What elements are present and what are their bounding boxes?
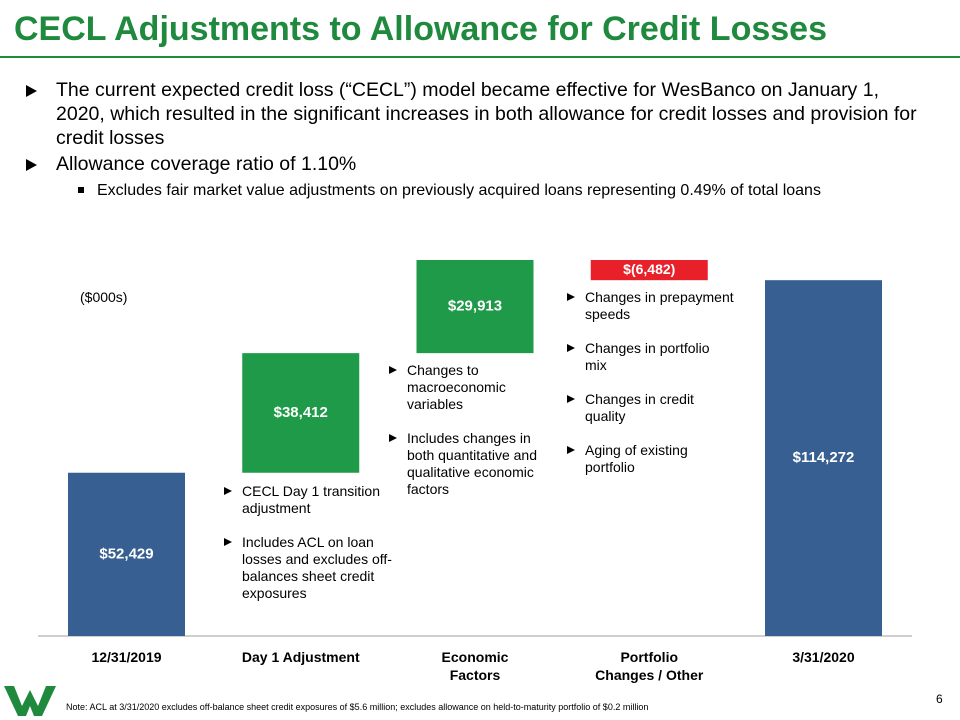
bar	[416, 260, 534, 354]
annotation-group: Changes to macroeconomic variables Includ…	[387, 362, 545, 515]
annotation: Changes in prepayment speeds	[565, 289, 735, 323]
logo	[4, 686, 56, 716]
bar	[242, 353, 360, 473]
annotation: Changes to macroeconomic variables	[387, 362, 545, 413]
annotation: Changes in credit quality	[565, 391, 735, 425]
sub-bullet: Excludes fair market value adjustments o…	[22, 180, 922, 201]
value-label: $29,913	[448, 298, 502, 315]
footnote: Note: ACL at 3/31/2020 excludes off-bala…	[66, 702, 649, 712]
bar	[68, 472, 185, 636]
x-tick-label: Portfolio Changes / Other	[595, 649, 704, 683]
value-label: $114,272	[793, 449, 855, 466]
bar	[765, 280, 882, 636]
x-tick-label: 12/31/2019	[91, 649, 162, 665]
page-number: 6	[936, 692, 943, 706]
x-tick-label: Economic Factors	[441, 649, 509, 683]
x-tick-label: Day 1 Adjustment	[241, 649, 360, 665]
value-label: $52,429	[99, 545, 153, 562]
unit-label: ($000s)	[80, 289, 128, 305]
bullet-list: The current expected credit loss (“CECL”…	[22, 78, 922, 201]
value-label: $(6,482)	[623, 261, 675, 277]
annotation-group: CECL Day 1 transition adjustment Includes…	[222, 483, 392, 619]
annotation: CECL Day 1 transition adjustment	[222, 483, 392, 517]
annotation: Aging of existing portfolio	[565, 442, 735, 476]
annotation: Includes changes in both quantitative an…	[387, 430, 545, 498]
title-rule	[0, 56, 960, 58]
slide-title: CECL Adjustments to Allowance for Credit…	[14, 10, 827, 48]
bullet: Allowance coverage ratio of 1.10%	[22, 152, 922, 176]
bullet: The current expected credit loss (“CECL”…	[22, 78, 922, 150]
x-tick-label: 3/31/2020	[792, 649, 855, 665]
annotation: Includes ACL on loan losses and excludes…	[222, 534, 392, 602]
value-label: $38,412	[274, 404, 328, 421]
bar	[590, 260, 708, 281]
annotation: Changes in portfolio mix	[565, 340, 735, 374]
annotation-group: Changes in prepayment speeds Changes in p…	[565, 289, 735, 493]
